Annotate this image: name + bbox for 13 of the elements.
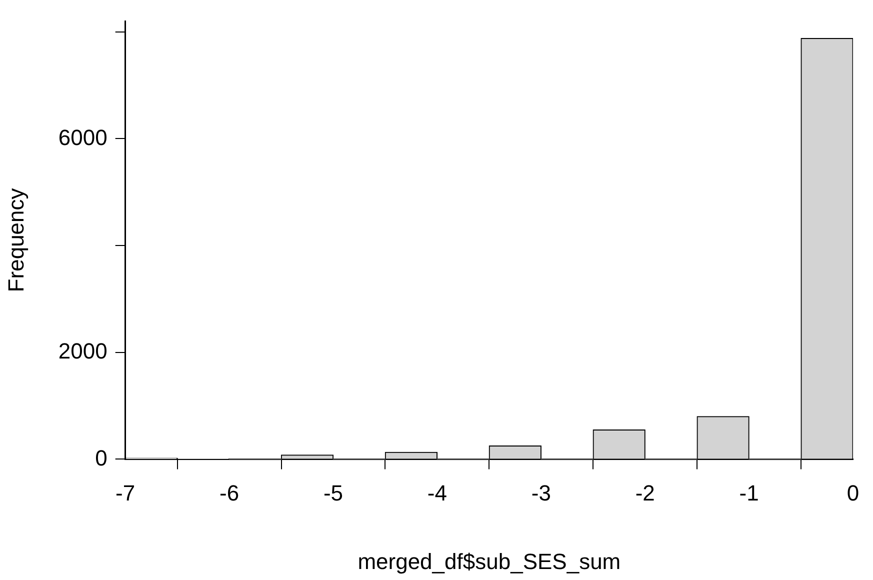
x-axis-title: merged_df$sub_SES_sum xyxy=(358,548,621,574)
y-tick-label: 0 xyxy=(95,445,108,470)
x-tick-label: -3 xyxy=(531,480,551,506)
y-tick-label: 2000 xyxy=(58,338,108,364)
x-tick-label: -5 xyxy=(323,480,344,506)
y-axis-title: Frequency xyxy=(3,188,28,292)
x-tick-label: -7 xyxy=(116,480,136,506)
x-tick-label: -1 xyxy=(739,480,759,506)
x-tick-label: -2 xyxy=(635,480,655,506)
x-tick-label: -4 xyxy=(427,480,447,506)
x-tick-label: -6 xyxy=(220,480,240,506)
x-tick-label: 0 xyxy=(846,480,860,506)
y-tick-label: 6000 xyxy=(58,124,108,150)
